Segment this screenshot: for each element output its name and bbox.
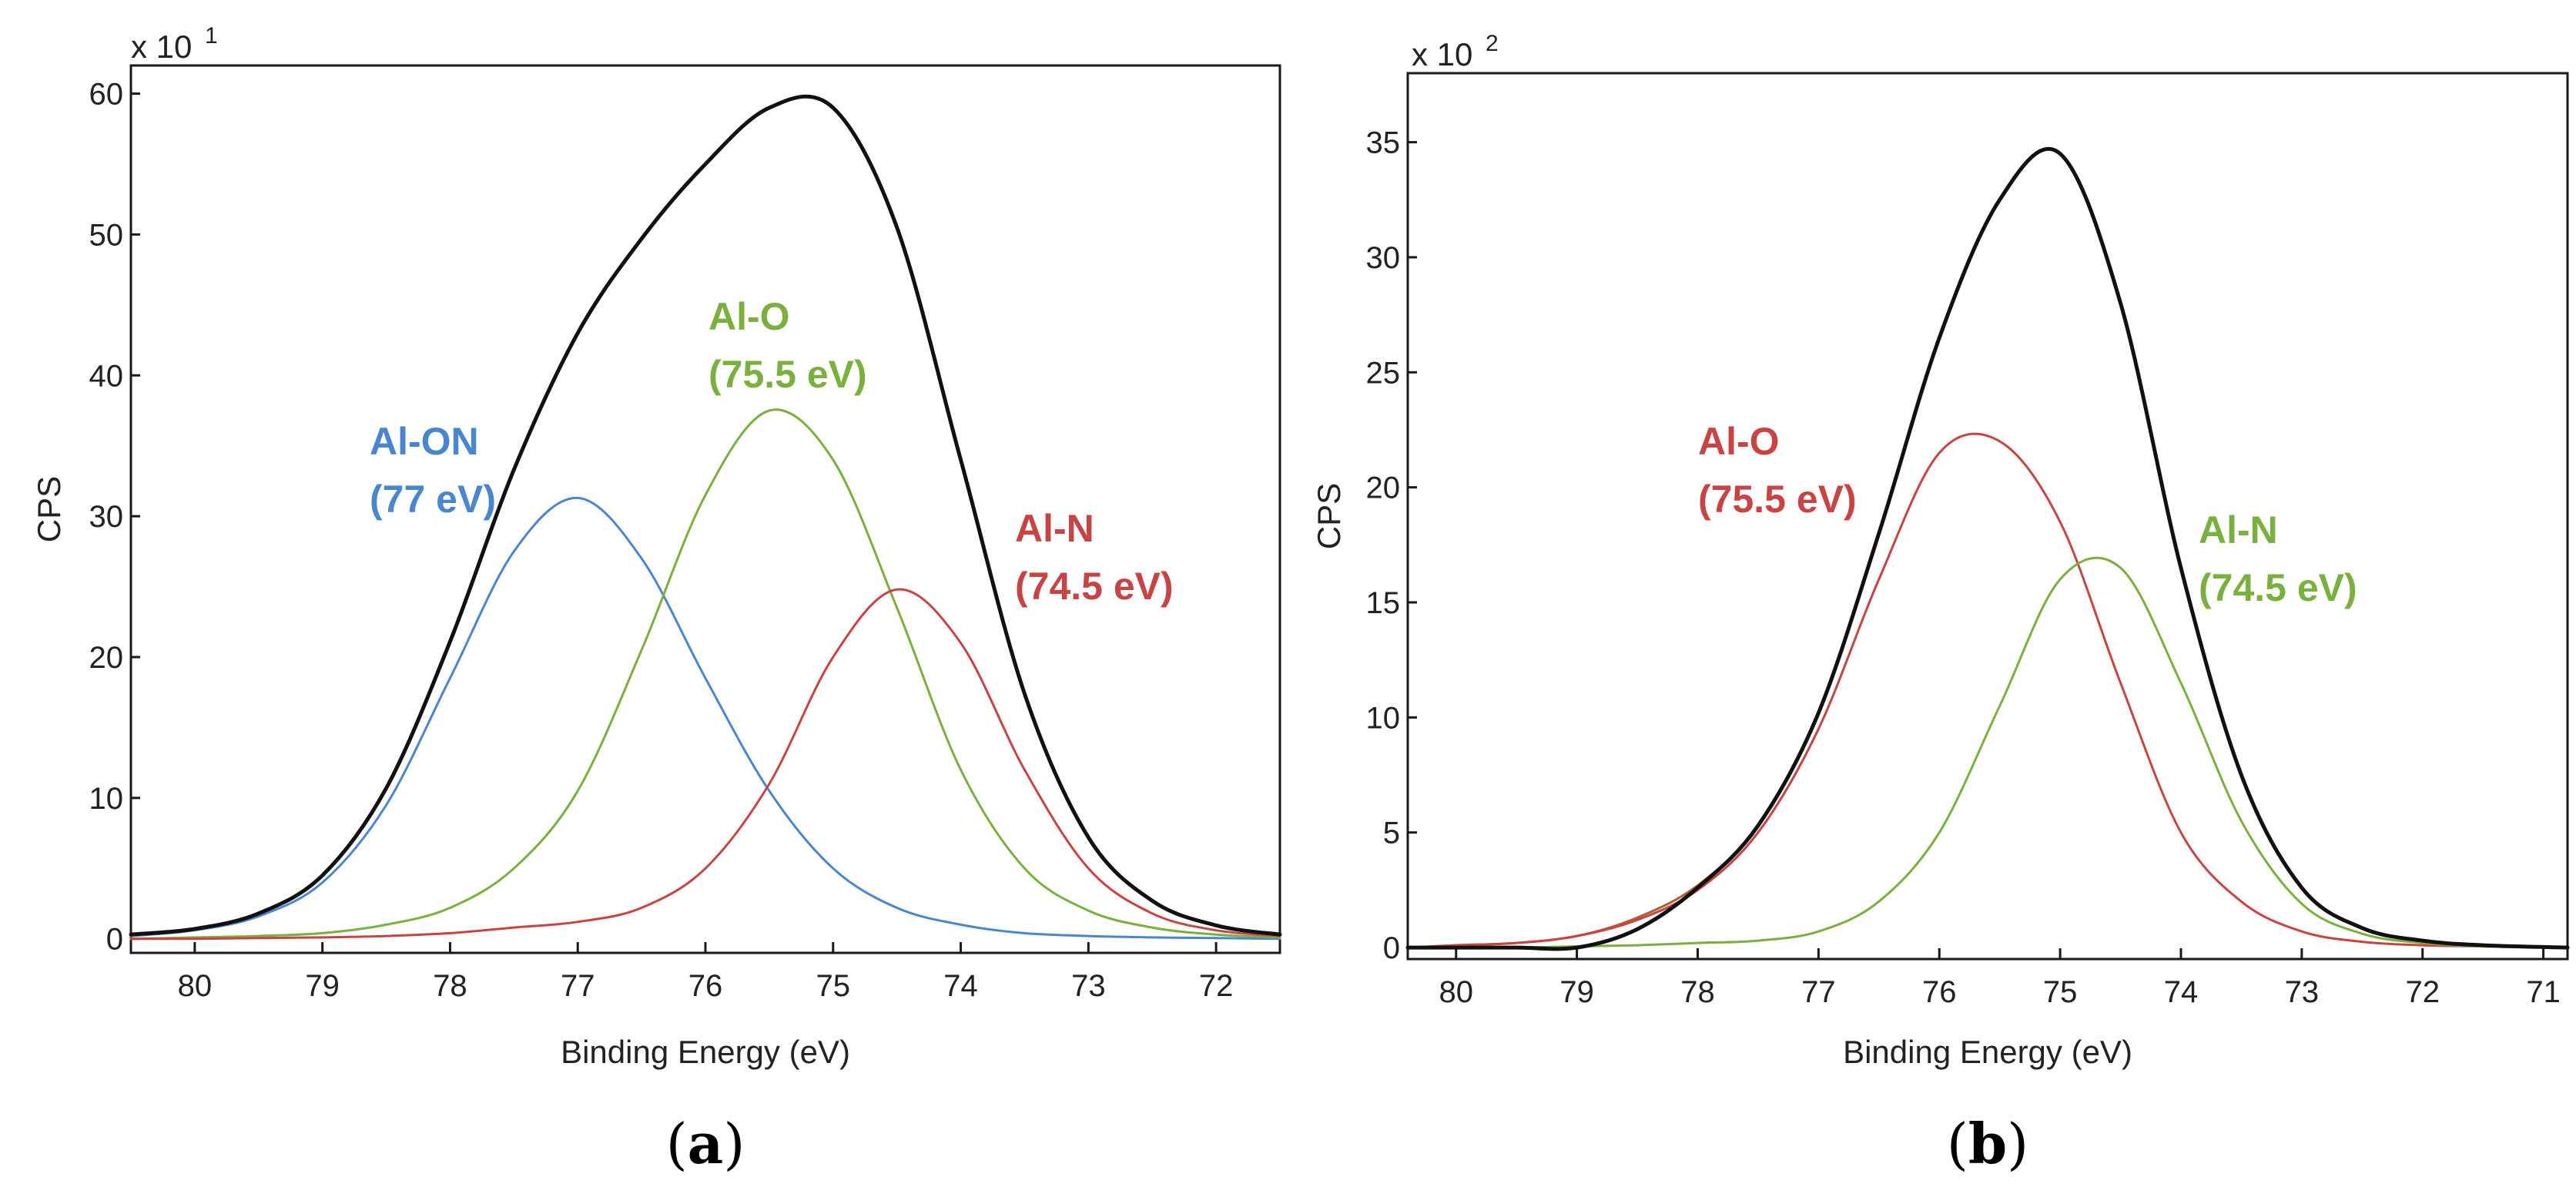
chart-b-series-experimental [1406,147,2569,949]
chart-a-annotation-al-n-name: Al-N [1015,507,1094,550]
chart-b-x-tick-label: 79 [1559,975,1594,1009]
chart-b-series-envelope [1405,146,2570,951]
chart-a-y-tick-label: 50 [89,218,124,252]
chart-b-y-tick-label: 35 [1366,126,1401,160]
chart-a-y-axis-label: CPS [31,476,67,542]
chart-b-annotation-al-o-name: Al-O [1698,420,1780,463]
panel-label-b: (b) [1947,1111,2029,1176]
chart-b-x-tick-label: 73 [2285,975,2320,1009]
chart-b-x-tick-label: 78 [1680,975,1715,1009]
chart-a-y-tick-label: 30 [89,500,124,534]
chart-b-y-axis-label: CPS [1311,483,1347,549]
chart-a-y-tick-label: 40 [89,359,124,393]
chart-b-x-tick-label: 71 [2526,975,2561,1009]
chart-a-x-tick-label: 75 [816,969,851,1003]
chart-a-multiplier-exponent: 1 [205,23,218,49]
chart-b-multiplier-base: x 10 [1412,36,1472,72]
panel-label-a: (a) [666,1111,745,1176]
chart-a-series-al-n-74-5-ev [129,588,1281,941]
chart-a-x-tick-label: 76 [688,969,723,1003]
chart-a-y-ticks: 0 10 20 30 40 50 60 [89,78,140,957]
chart-a-series-experimental [129,95,1281,936]
chart-b-y-tick-label: 0 [1383,931,1400,965]
chart-b: x 10 2 0 5 10 15 20 25 30 35 80 79 78 77 76 75 74 73 72… [1311,31,2570,1176]
chart-b-plot-frame [1406,72,2569,961]
chart-b-x-tick-label: 74 [2164,975,2199,1009]
chart-a-annotation-al-on-name: Al-ON [370,420,479,463]
chart-b-y-tick-label: 5 [1383,817,1400,850]
chart-a-series [129,94,1282,941]
chart-a-series-envelope [129,94,1282,937]
chart-a-x-tick-label: 74 [943,969,978,1003]
chart-b-y-ticks: 0 5 10 15 20 25 30 35 [1366,126,1417,965]
chart-b-x-tick-label: 75 [2043,975,2078,1009]
chart-a-x-tick-label: 77 [561,969,595,1003]
chart-a-x-tick-label: 72 [1199,969,1234,1003]
chart-b-y-tick-label: 10 [1366,701,1401,735]
chart-a-x-axis-label: Binding Energy (eV) [561,1034,850,1070]
chart-a-x-tick-label: 80 [178,969,213,1003]
chart-a-annotation-al-o-name: Al-O [708,295,790,338]
chart-b-y-tick-label: 20 [1366,471,1401,505]
chart-a-series-al-o-75-5-ev [129,408,1281,941]
chart-a-plot-frame [129,64,1281,954]
chart-a-x-ticks: 80 79 78 77 76 75 74 73 72 [178,942,1234,1003]
chart-a-x-tick-label: 79 [305,969,340,1003]
chart-b-x-tick-label: 80 [1439,975,1474,1009]
chart-b-y-tick-label: 15 [1366,586,1401,620]
chart-b-series-al-o-75-5-ev [1406,432,2569,949]
chart-a-series-al-on-77-ev [129,496,1281,941]
chart-a-annotation-al-o-energy: (75.5 eV) [708,353,867,396]
chart-b-series [1405,146,2570,951]
chart-b-x-ticks: 80 79 78 77 76 75 74 73 72 71 [1439,948,2561,1009]
chart-b-x-axis-label: Binding Energy (eV) [1843,1034,2132,1070]
chart-b-annotation-al-n-name: Al-N [2199,508,2278,552]
chart-a-y-tick-label: 0 [106,923,123,957]
chart-a-y-tick-label: 60 [89,78,124,112]
chart-a-annotation-al-on-energy: (77 eV) [370,478,496,521]
chart-b-annotation-al-n-energy: (74.5 eV) [2199,566,2357,609]
chart-b-multiplier-exponent: 2 [1486,31,1499,56]
chart-b-x-tick-label: 72 [2406,975,2440,1009]
chart-b-x-tick-label: 77 [1801,975,1836,1009]
chart-b-series-al-n-74-5-ev [1406,556,2569,949]
chart-a-multiplier-base: x 10 [131,29,192,65]
chart-a-annotation-al-n-energy: (74.5 eV) [1015,565,1174,608]
chart-b-annotation-al-o-energy: (75.5 eV) [1698,478,1857,521]
chart-b-y-tick-label: 25 [1366,356,1401,390]
chart-b-x-tick-label: 76 [1922,975,1957,1009]
chart-a-x-tick-label: 78 [433,969,467,1003]
chart-a-y-tick-label: 20 [89,641,124,675]
chart-a-y-tick-label: 10 [89,782,124,816]
chart-b-y-tick-label: 30 [1366,241,1401,275]
chart-a-x-tick-label: 73 [1071,969,1106,1003]
